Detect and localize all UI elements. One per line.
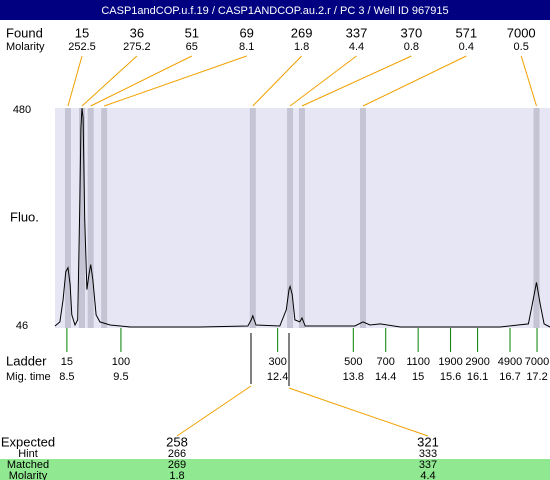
found-size: 51 [185,25,199,40]
found-size: 337 [346,25,368,40]
found-size: 36 [130,25,144,40]
peak-band [287,108,294,328]
peak-band [101,108,108,328]
peak-connector [67,55,83,107]
ladder-time: 16.7 [499,371,520,383]
matched-band [55,459,550,480]
ladder-time: 9.5 [113,371,128,383]
peak-connector [362,55,467,107]
found-size: 69 [239,25,253,40]
ladder-size: 500 [344,356,362,368]
peak-connector [104,55,247,107]
ladder-time: 16.1 [467,371,488,383]
ladder-size: 4900 [498,356,522,368]
ladder-time: 15 [412,371,424,383]
expected-connector [176,385,252,437]
expected-value: 258 [166,434,188,449]
found-molarity-label: Molarity [6,41,45,53]
found-molarity: 4.4 [349,41,364,53]
ladder-size: 1100 [406,356,430,368]
found-molarity: 8.1 [239,41,254,53]
ladder-size: 300 [268,356,286,368]
found-size: 571 [455,25,477,40]
found-molarity: 275.2 [123,41,151,53]
mig-time-label: Mig. time [6,371,51,383]
found-molarity: 0.8 [404,41,419,53]
found-size: 7000 [507,25,536,40]
expected-connector [288,387,429,437]
peak-band [79,108,86,328]
molarity-value: 4.4 [420,470,435,480]
found-size: 370 [401,25,423,40]
peak-band [64,108,71,328]
peak-band [360,108,367,328]
peak-connector [301,55,412,107]
found-size: 269 [291,25,313,40]
y-label: Fluo. [10,209,39,224]
title-bar [0,0,550,20]
peak-connector [289,55,357,107]
matched-value: 269 [168,459,186,471]
matched-band [0,459,55,480]
hint-value: 266 [168,448,186,460]
peak-connector [520,55,537,107]
molarity-value: 1.8 [169,470,184,480]
ladder-time: 17.2 [526,371,547,383]
peak-band [298,108,305,328]
ladder-size: 100 [112,356,130,368]
found-molarity: 1.8 [294,41,309,53]
ladder-time: 14.4 [375,371,396,383]
ladder-size: 15 [61,356,73,368]
hint-label: Hint [18,448,38,460]
ladder-time: 12.4 [267,371,288,383]
peak-band [249,108,256,328]
ladder-label: Ladder [6,353,47,368]
found-molarity: 0.5 [514,41,529,53]
trace [54,107,550,328]
matched-value: 337 [419,459,437,471]
ladder-size: 7000 [525,356,549,368]
found-label: Found [6,25,43,40]
ladder-time: 15.6 [440,371,461,383]
matched-label: Matched [7,459,49,471]
peak-connector [252,55,302,107]
expected-value: 321 [417,434,439,449]
hint-value: 333 [419,448,437,460]
ladder-size: 1900 [438,356,462,368]
found-size: 15 [75,25,89,40]
molarity-label: Molarity [9,470,48,480]
found-molarity: 65 [186,41,198,53]
y-tick-label: 480 [13,104,31,116]
ladder-time: 13.8 [343,371,364,383]
found-molarity: 252.5 [68,41,96,53]
peak-connector [90,55,193,107]
peak-band [87,108,94,328]
found-molarity: 0.4 [459,41,474,53]
expected-label: Expected [1,434,55,449]
ladder-size: 2900 [465,356,489,368]
title: CASP1andCOP.u.f.19 / CASP1ANDCOP.au.2.r … [101,5,448,17]
y-tick-label: 46 [16,320,28,332]
ladder-time: 8.5 [59,371,74,383]
peak-band [533,108,540,328]
peak-connector [81,55,138,107]
ladder-size: 700 [377,356,395,368]
